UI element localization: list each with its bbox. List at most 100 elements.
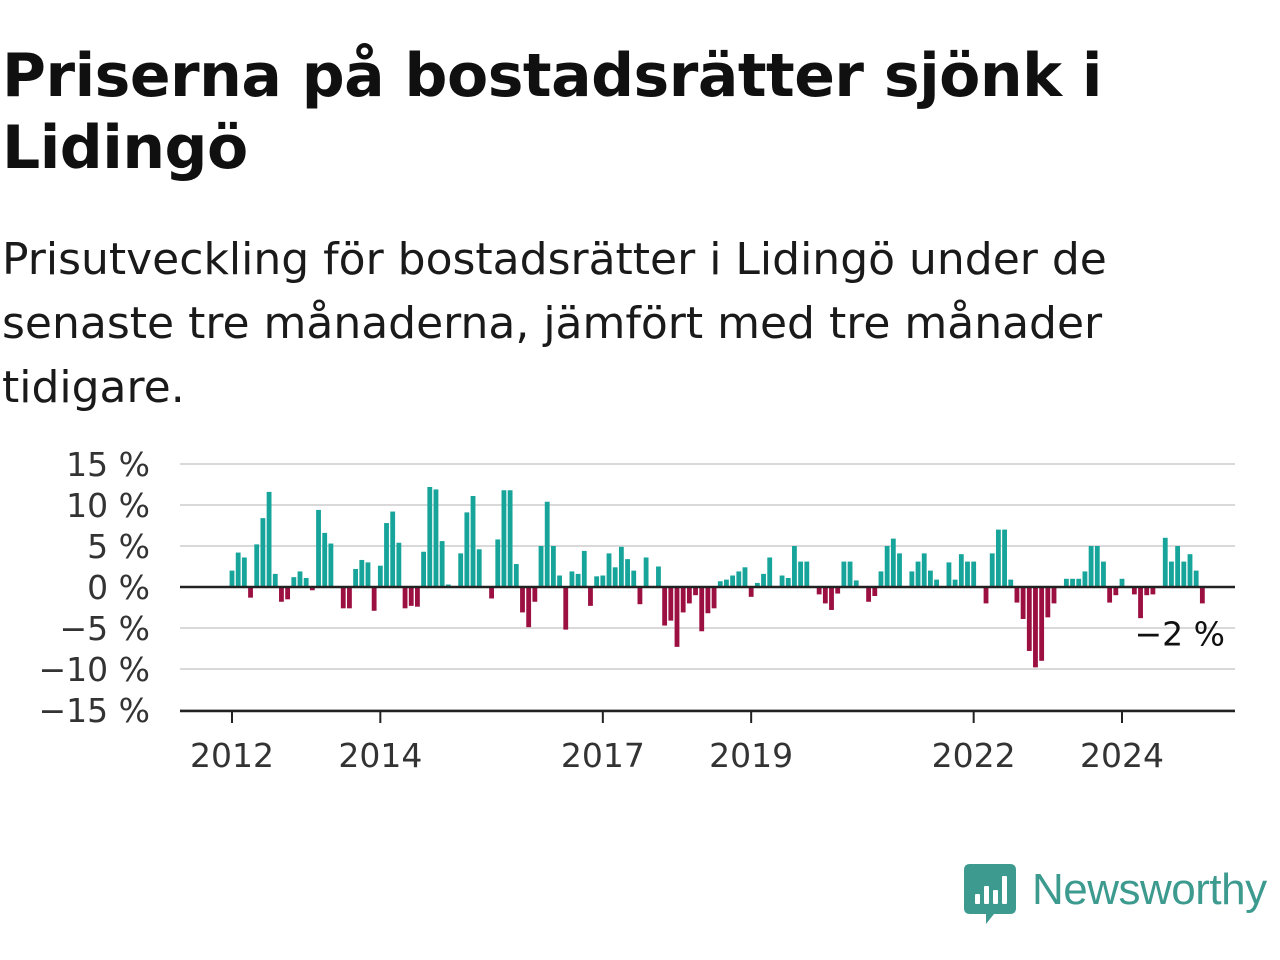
bar	[241, 557, 247, 587]
bar	[254, 544, 260, 587]
bar	[748, 587, 754, 597]
bar	[668, 587, 674, 621]
bar	[495, 539, 501, 587]
bar	[829, 587, 834, 610]
bar	[1119, 578, 1125, 587]
bar	[285, 587, 291, 600]
bar	[798, 561, 804, 587]
bar	[736, 571, 742, 587]
bar	[384, 523, 389, 587]
bar	[915, 561, 921, 587]
bar-chart-speech-bubble-icon	[964, 864, 1016, 924]
y-tick-label: −15 %	[39, 691, 151, 730]
bar	[594, 576, 600, 587]
bar	[557, 575, 562, 587]
bar	[408, 587, 414, 606]
chart-x-axis: 2012 2014 2017 2019 2022 2024	[190, 711, 1164, 775]
bar	[816, 587, 822, 595]
newsworthy-logo: Newsworthy	[962, 864, 1272, 928]
bar	[415, 587, 420, 607]
bar	[1131, 587, 1137, 595]
bar	[761, 573, 766, 587]
y-tick-label: −5 %	[60, 609, 151, 648]
bar	[1020, 587, 1026, 619]
y-tick-label: 15 %	[66, 445, 150, 484]
bar	[785, 577, 791, 587]
y-tick-label: 0 %	[87, 568, 150, 607]
bar	[1002, 529, 1007, 587]
bar	[1107, 587, 1113, 603]
bar	[637, 587, 643, 605]
bar	[266, 491, 272, 587]
brand-name: Newsworthy	[1032, 865, 1267, 914]
bar	[1113, 587, 1119, 596]
bar	[656, 566, 661, 587]
bar	[1045, 587, 1051, 618]
bar	[841, 561, 847, 587]
bar	[297, 571, 303, 587]
bar	[995, 529, 1001, 587]
bar	[946, 562, 952, 587]
bar	[643, 557, 649, 587]
bar	[1150, 587, 1156, 595]
bar	[1094, 546, 1100, 587]
chart-axes	[180, 585, 1235, 713]
bar	[674, 587, 680, 647]
bar	[965, 561, 970, 587]
bar	[464, 512, 470, 587]
bar	[526, 587, 532, 628]
bar	[1008, 579, 1014, 587]
bar-chart: 15 %10 %5 %0 %−5 %−10 %−15 % 2012 2014 201…	[39, 445, 1235, 775]
x-tick-label: 2022	[932, 736, 1016, 775]
bar	[322, 532, 328, 587]
y-tick-label: 10 %	[66, 486, 150, 525]
bar	[711, 587, 717, 609]
bar	[724, 579, 729, 587]
bar	[742, 567, 748, 587]
bar	[1181, 561, 1187, 587]
bar	[1033, 587, 1038, 668]
y-tick-label: 5 %	[87, 527, 150, 566]
bar	[1026, 587, 1032, 651]
bar	[544, 501, 550, 587]
bar	[618, 546, 624, 587]
bar	[853, 580, 859, 587]
y-tick-label: −10 %	[39, 650, 151, 689]
bar	[427, 486, 433, 587]
bar	[847, 561, 853, 587]
bar	[921, 553, 927, 587]
bar	[686, 587, 692, 604]
bar	[717, 581, 723, 587]
bar	[1063, 578, 1069, 587]
bar	[316, 509, 321, 587]
bar	[359, 559, 365, 587]
bar	[458, 553, 464, 587]
bar	[328, 543, 334, 587]
x-tick-label: 2017	[561, 736, 645, 775]
bar	[612, 567, 618, 587]
bar	[513, 564, 519, 587]
bar	[260, 518, 266, 587]
bar	[353, 568, 359, 587]
bar	[588, 587, 593, 606]
bar	[927, 570, 933, 587]
last-value-label: −2 %	[1135, 614, 1226, 653]
bar	[958, 554, 964, 587]
bar	[377, 565, 383, 587]
bar	[1144, 587, 1150, 596]
bar	[934, 579, 939, 587]
bar	[662, 587, 668, 626]
bar	[470, 495, 476, 587]
bar	[303, 577, 309, 587]
bar	[606, 553, 612, 587]
bar	[884, 546, 890, 587]
bar	[952, 579, 958, 587]
x-tick-label: 2014	[338, 736, 422, 775]
bar	[779, 575, 785, 587]
bar	[433, 489, 439, 587]
bar	[563, 587, 569, 630]
bar	[1101, 561, 1106, 587]
bar	[1162, 537, 1168, 587]
bar	[792, 546, 797, 587]
bar	[890, 538, 896, 587]
